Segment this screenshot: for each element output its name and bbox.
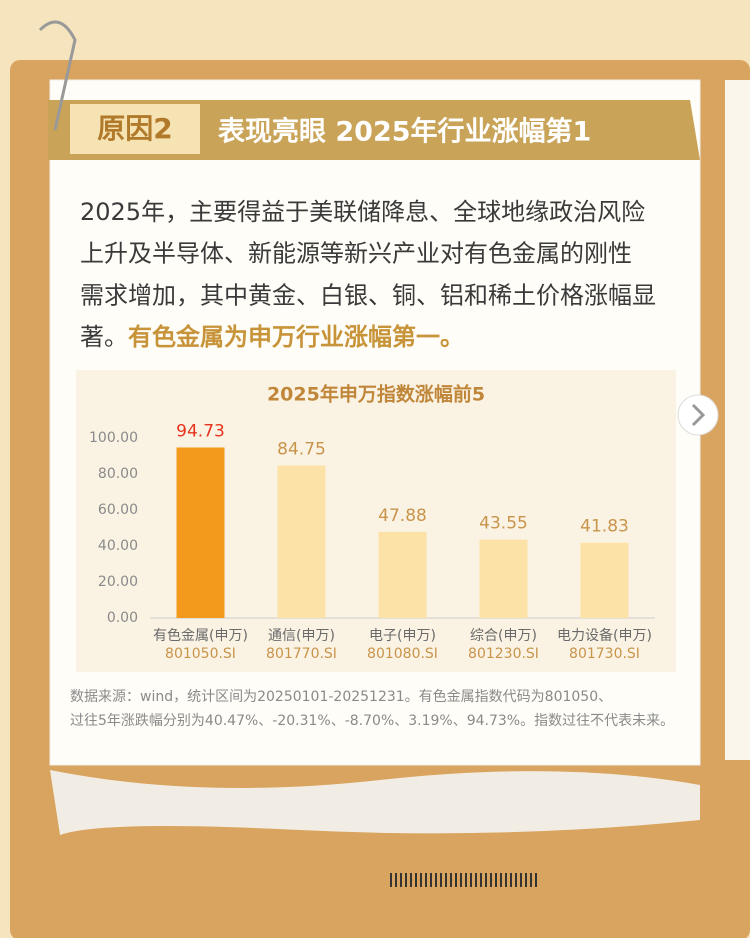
bar — [277, 465, 326, 618]
x-tick-label: 综合(申万) — [470, 628, 537, 644]
value-label: 41.83 — [580, 517, 629, 537]
y-tick-label: 100.00 — [89, 430, 138, 446]
bar — [580, 542, 629, 618]
header-banner — [48, 100, 700, 160]
header-tag: 原因2 — [97, 112, 172, 145]
header-title: 表现亮眼 2025年行业涨幅第1 — [218, 116, 591, 148]
x-tick-code: 801770.SI — [266, 646, 337, 662]
y-tick-label: 40.00 — [98, 538, 138, 554]
y-tick-label: 0.00 — [107, 610, 138, 626]
body-line: 2025年，主要得益于美联储降息、全球地缘政治风险 — [80, 198, 645, 226]
next-card — [725, 80, 750, 760]
next-arrow — [691, 403, 706, 427]
bar — [176, 447, 225, 618]
body-line: 上升及半导体、新能源等新兴产业对有色金属的刚性 — [80, 240, 632, 268]
body-line: 著。有色金属为申万行业涨幅第一。 — [80, 323, 464, 351]
next-button[interactable] — [677, 394, 719, 436]
body-highlight: 有色金属为申万行业涨幅第一。 — [128, 323, 464, 351]
footnote: 数据来源：wind，统计区间为20250101-20251231。有色金属指数代… — [70, 688, 612, 705]
paperclip — [38, 20, 77, 131]
x-tick-code: 801080.SI — [367, 646, 438, 662]
torn-paper — [50, 770, 700, 835]
x-tick-label: 有色金属(申万) — [153, 627, 248, 644]
chart-panel — [76, 370, 676, 672]
x-tick-label: 电子(申万) — [369, 628, 436, 644]
y-tick-label: 60.00 — [98, 502, 138, 518]
header-tag-bg — [70, 104, 200, 154]
bar — [479, 539, 528, 618]
bar — [378, 531, 427, 618]
x-tick-code: 801730.SI — [569, 646, 640, 662]
x-tick-code: 801230.SI — [468, 646, 539, 662]
value-label: 94.73 — [176, 421, 225, 441]
chart-title: 2025年申万指数涨幅前5 — [267, 383, 485, 406]
value-label: 43.55 — [479, 514, 528, 534]
x-tick-label: 电力设备(申万) — [557, 627, 652, 644]
body-line: 需求增加，其中黄金、白银、铜、铝和稀土价格涨幅显 — [80, 281, 656, 309]
footnote: 过往5年涨跌幅分别为40.47%、-20.31%、-8.70%、3.19%、94… — [70, 713, 674, 729]
y-tick-label: 80.00 — [98, 466, 138, 482]
value-label: 47.88 — [378, 506, 427, 526]
y-tick-label: 20.00 — [98, 574, 138, 590]
body-text: 著。 — [80, 323, 128, 351]
x-tick-label: 通信(申万) — [268, 628, 335, 644]
value-label: 84.75 — [277, 439, 326, 459]
x-tick-code: 801050.SI — [165, 646, 236, 662]
